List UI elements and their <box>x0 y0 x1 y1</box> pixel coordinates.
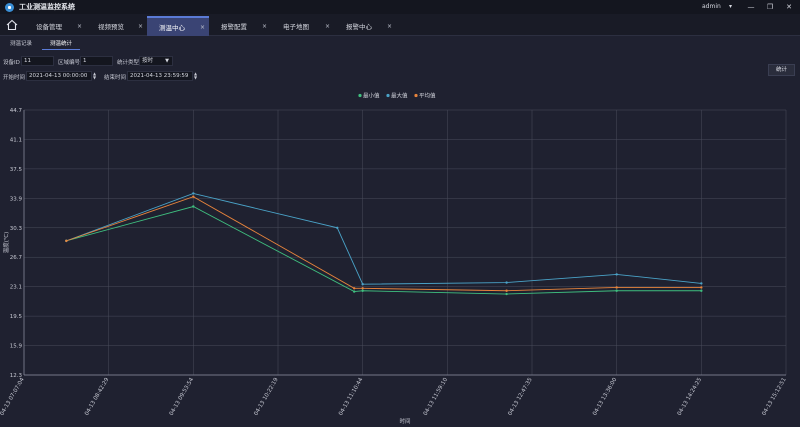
region-input[interactable]: 1 <box>80 56 113 66</box>
x-tick-label: 04-13 13:36:00 <box>592 377 619 417</box>
end-time-spin-icon[interactable]: ▲ ▼ <box>194 71 198 80</box>
x-tick-label: 04-13 15:12:51 <box>761 377 787 417</box>
tab-electronic-map[interactable]: 电子地图 × <box>271 16 334 36</box>
y-tick-label: 15.9 <box>10 344 23 350</box>
data-point <box>505 289 508 292</box>
y-tick-label: 26.7 <box>10 255 23 261</box>
tab-video-preview[interactable]: 视频预览 × <box>86 16 147 36</box>
data-point <box>615 273 618 276</box>
tab-label: 电子地图 <box>283 23 309 31</box>
start-time-spin-icon[interactable]: ▲ ▼ <box>93 71 97 80</box>
stat-type-value: 按时 <box>142 58 154 64</box>
x-tick-label: 04-13 08:42:29 <box>84 377 111 417</box>
x-tick-label: 04-13 11:10:44 <box>338 377 365 417</box>
tab-close-icon[interactable]: × <box>386 22 392 30</box>
tab-alarm-config[interactable]: 报警配置 × <box>209 16 271 36</box>
data-point <box>700 286 703 289</box>
x-tick-label: 04-13 14:24:25 <box>677 377 704 417</box>
tab-close-icon[interactable]: × <box>199 23 205 31</box>
title-bar: 工业测温监控系统 admin ▾ — ❐ ✕ <box>0 0 800 14</box>
data-point <box>700 282 703 285</box>
tab-close-icon[interactable]: × <box>137 22 143 30</box>
tab-close-icon[interactable]: × <box>76 22 82 30</box>
data-point <box>353 287 356 290</box>
tab-alarm-center[interactable]: 报警中心 × <box>334 16 396 36</box>
legend-label: 最大值 <box>391 92 408 100</box>
series-line <box>66 206 702 295</box>
data-point <box>361 289 364 292</box>
x-tick-label: 04-13 09:53:54 <box>169 377 196 417</box>
main-tab-bar: 设备管理 × 视频预览 × 测温中心 × 报警配置 × 电子地图 × 报警中心 … <box>0 14 800 36</box>
start-time-label: 开始时间 <box>3 75 26 81</box>
end-time-input[interactable]: 2021-04-13 23:59:59 <box>127 71 193 81</box>
data-point <box>615 289 618 292</box>
data-point <box>615 286 618 289</box>
series-line <box>66 192 702 285</box>
tab-label: 报警配置 <box>221 23 247 31</box>
data-point <box>505 281 508 284</box>
y-axis-label: 温度(℃) <box>2 232 10 253</box>
start-time-input[interactable]: 2021-04-13 00:00:00 <box>26 71 92 81</box>
y-tick-label: 30.3 <box>10 226 23 232</box>
legend-label: 平均值 <box>419 92 436 100</box>
statistics-button[interactable]: 统计 <box>768 64 795 76</box>
legend-marker <box>386 93 390 98</box>
tab-label: 测温中心 <box>159 24 185 32</box>
x-tick-label: 04-13 11:59:10 <box>423 377 450 417</box>
app-logo-icon <box>5 2 14 12</box>
x-tick-label: 04-13 10:22:19 <box>253 377 280 417</box>
chart-svg: 12.3 15.9 19.5 23.1 26.7 30.3 33.9 37.5 41.1 44.7… <box>0 92 788 426</box>
tab-close-icon[interactable]: × <box>261 22 267 30</box>
region-label: 区域编号 <box>58 60 81 66</box>
y-tick-label: 37.5 <box>10 167 23 173</box>
data-point <box>192 192 195 195</box>
tab-label: 设备管理 <box>36 23 62 31</box>
device-id-label: 设备ID <box>3 60 20 66</box>
user-menu-caret-icon[interactable]: ▾ <box>729 3 733 10</box>
home-icon[interactable] <box>6 19 18 31</box>
minimize-button[interactable]: — <box>747 3 755 11</box>
app-title: 工业测温监控系统 <box>19 3 75 11</box>
x-axis-label: 时间 <box>399 417 410 425</box>
data-point <box>353 290 356 293</box>
stat-type-select[interactable]: 按时 ▼ <box>139 56 173 66</box>
temperature-chart: 12.3 15.9 19.5 23.1 26.7 30.3 33.9 37.5 41.1 44.7… <box>0 86 800 427</box>
y-tick-label: 19.5 <box>10 314 23 320</box>
subtab-temperature-records[interactable]: 测温记录 <box>9 41 32 47</box>
end-time-label: 结束时间 <box>104 75 127 81</box>
tab-label: 视频预览 <box>98 23 124 31</box>
data-point <box>336 226 339 229</box>
legend-marker <box>414 93 418 98</box>
tab-close-icon[interactable]: × <box>324 22 330 30</box>
legend-marker <box>358 93 362 98</box>
data-point <box>361 287 364 290</box>
y-tick-label: 23.1 <box>10 285 22 291</box>
chevron-down-icon: ▼ <box>165 58 169 64</box>
subtab-temperature-statistics[interactable]: 测温统计 <box>42 39 80 50</box>
y-tick-label: 12.3 <box>10 373 23 379</box>
y-tick-label: 41.1 <box>10 137 22 143</box>
stat-type-label: 统计类型 <box>117 60 140 66</box>
x-tick-label: 04-13 12:47:35 <box>507 377 534 417</box>
data-point <box>192 195 195 198</box>
y-tick-label: 33.9 <box>10 196 23 202</box>
x-tick-label: 04-13 07:07:04 <box>0 377 26 417</box>
user-menu[interactable]: admin <box>702 3 721 10</box>
tab-temperature-center[interactable]: 测温中心 × <box>147 16 209 36</box>
tab-label: 报警中心 <box>346 23 372 31</box>
data-point <box>361 283 364 286</box>
data-point <box>505 292 508 296</box>
data-point <box>192 205 195 208</box>
maximize-button[interactable]: ❐ <box>766 3 774 11</box>
data-point <box>65 239 68 243</box>
tab-device-management[interactable]: 设备管理 × <box>24 16 86 36</box>
device-id-input[interactable]: 11 <box>21 56 54 66</box>
series-line <box>66 196 702 292</box>
close-window-button[interactable]: ✕ <box>786 3 792 11</box>
legend-label: 最小值 <box>363 92 380 100</box>
sub-tab-bar: 测温记录 测温统计 <box>0 38 800 50</box>
y-tick-label: 44.7 <box>10 108 23 114</box>
data-point <box>700 289 703 292</box>
